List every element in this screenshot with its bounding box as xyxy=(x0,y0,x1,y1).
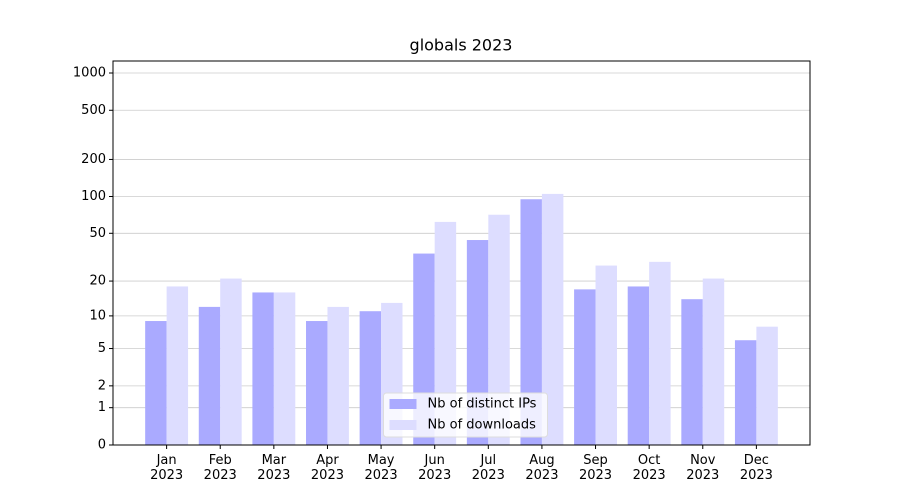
legend-swatch xyxy=(389,399,417,409)
bar xyxy=(306,321,328,445)
legend-label: Nb of distinct IPs xyxy=(428,397,537,412)
x-tick-label: Aug 2023 xyxy=(525,453,559,483)
legend-swatch xyxy=(389,420,417,430)
bar xyxy=(198,306,221,445)
x-tick-label: Feb 2023 xyxy=(203,453,237,483)
x-tick-label: Oct 2023 xyxy=(632,453,666,483)
y-tick-label: 20 xyxy=(89,274,106,289)
bar xyxy=(702,278,725,445)
y-tick-label: 50 xyxy=(89,226,106,241)
x-tick-label: Dec 2023 xyxy=(739,453,773,483)
bar xyxy=(434,221,457,445)
bar xyxy=(681,299,703,445)
bar xyxy=(595,265,617,445)
x-tick-label: Mar 2023 xyxy=(257,453,291,483)
chart-title: globals 2023 xyxy=(410,36,513,55)
x-tick-label: Jul 2023 xyxy=(471,453,505,483)
bar xyxy=(220,278,242,445)
x-tick-label: Nov 2023 xyxy=(686,453,720,483)
bar xyxy=(627,286,650,445)
y-tick-label: 500 xyxy=(81,103,106,118)
bar xyxy=(649,261,671,445)
y-tick-label: 1 xyxy=(98,400,106,415)
bar xyxy=(359,311,382,445)
y-tick-label: 0 xyxy=(98,438,106,453)
y-tick-label: 10 xyxy=(89,308,106,323)
bar xyxy=(756,326,778,445)
y-tick-label: 1000 xyxy=(73,66,106,81)
y-tick-label: 100 xyxy=(81,189,106,204)
x-tick-label: Apr 2023 xyxy=(310,453,344,483)
legend-box xyxy=(383,392,548,438)
bar xyxy=(488,214,510,445)
bar xyxy=(145,321,167,445)
y-tick-label: 200 xyxy=(81,152,106,167)
bar xyxy=(520,199,542,445)
bar xyxy=(252,292,274,445)
bar xyxy=(734,340,757,445)
x-tick-label: May 2023 xyxy=(364,453,398,483)
bar xyxy=(166,286,189,445)
bar xyxy=(327,306,349,445)
legend-label: Nb of downloads xyxy=(428,418,537,433)
legend: Nb of distinct IPs Nb of downloads xyxy=(383,392,548,438)
plot-frame xyxy=(112,60,811,446)
x-tick-label: Jun 2023 xyxy=(418,453,452,483)
x-tick-label: Jan 2023 xyxy=(150,453,184,483)
bar xyxy=(541,193,564,445)
x-tick-label: Sep 2023 xyxy=(578,453,613,483)
y-tick-label: 5 xyxy=(98,341,106,356)
bar xyxy=(574,289,596,445)
y-tick-label: 2 xyxy=(98,378,106,393)
bar xyxy=(273,292,296,445)
